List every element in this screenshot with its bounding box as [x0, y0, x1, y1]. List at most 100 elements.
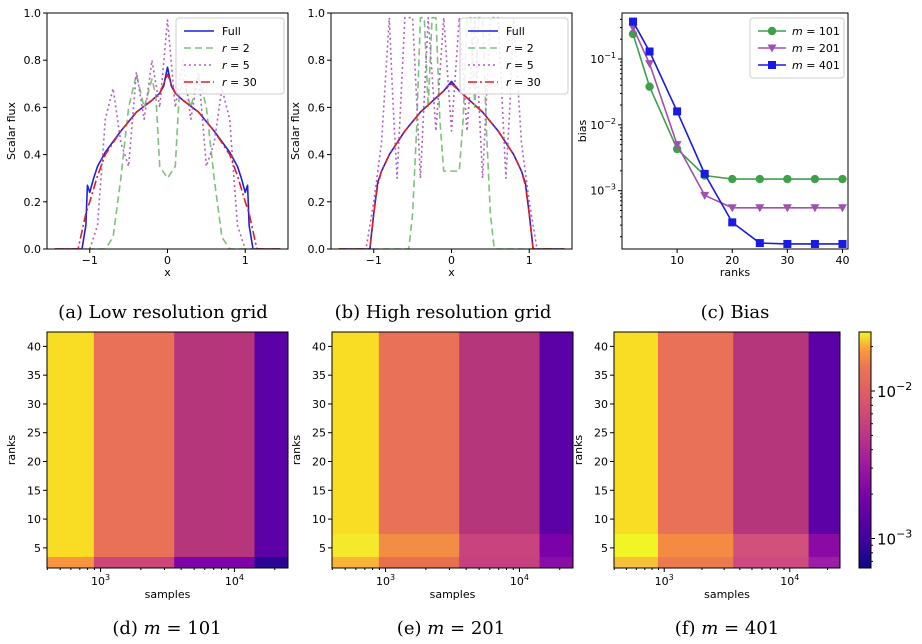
y-tick-label: 0.6 — [308, 101, 326, 114]
y-tick-label: 30 — [594, 398, 608, 411]
y-axis-label: ranks — [5, 435, 18, 466]
data-point — [767, 44, 777, 53]
axes-frame — [331, 331, 574, 569]
heatmap-cell — [254, 556, 289, 569]
y-tick-label: 5 — [601, 542, 608, 555]
y-tick-label: 15 — [312, 484, 326, 497]
x-axis-label: x — [164, 266, 171, 279]
heatmap-cell — [539, 556, 574, 569]
x-tick-label: 10 — [670, 254, 684, 267]
heatmap-cell — [332, 332, 380, 534]
y-tick-label: 40 — [594, 340, 608, 353]
y-tick-label: 25 — [27, 427, 41, 440]
data-point — [645, 47, 654, 56]
data-point — [783, 239, 792, 248]
axes-frame — [46, 331, 289, 569]
data-point — [672, 141, 682, 150]
x-tick-label: 104 — [780, 573, 799, 588]
data-point — [700, 169, 709, 178]
legend-label: r = 2 — [222, 42, 250, 55]
y-tick-label: 10 — [312, 513, 326, 526]
heatmap-cell — [332, 556, 380, 569]
y-tick-label: 5 — [34, 542, 41, 555]
heatmap-cell — [808, 533, 841, 557]
panel-a: 0.0 0.2 0.4 0.6 0.8 1.0 −1 0 1 x Scalar flux Full r … — [5, 7, 289, 323]
panel-d: 5 10 15 20 25 30 35 40 103 104 samples ranks (d) m =… — [5, 331, 289, 639]
data-point — [755, 174, 765, 184]
series-line — [54, 19, 281, 249]
data-point — [755, 204, 765, 213]
panel-b: 0.0 0.2 0.4 0.6 0.8 1.0 −1 0 1 x Scalar flux Full r … — [289, 7, 573, 323]
data-point — [768, 61, 776, 69]
axes-frame — [613, 331, 841, 569]
legend-label: r = 2 — [506, 42, 534, 55]
caption: (c) Bias — [701, 302, 770, 323]
caption: (f) m = 401 — [675, 618, 779, 639]
legend-label: Full — [506, 25, 525, 38]
y-tick-label: 0.4 — [308, 149, 326, 162]
x-tick-label: 104 — [510, 573, 529, 588]
heatmap-cell — [657, 533, 734, 557]
legend-label: m = 401 — [792, 59, 840, 72]
series-line — [338, 16, 565, 249]
heatmap-cell — [733, 332, 810, 534]
data-point — [767, 26, 777, 36]
x-tick-label: 20 — [725, 254, 739, 267]
heatmap-cell — [539, 332, 574, 534]
caption: (d) m = 101 — [112, 618, 221, 639]
y-axis-label: Scalar flux — [289, 102, 302, 160]
x-tick-label: 103 — [655, 573, 674, 588]
y-tick-label: 20 — [27, 456, 41, 469]
data-point — [728, 174, 737, 184]
heatmap-cell — [93, 332, 175, 557]
data-point — [645, 60, 655, 69]
heatmap-cell — [254, 332, 289, 557]
data-point — [645, 82, 654, 91]
y-tick-label: 10−1 — [590, 51, 616, 66]
y-tick-label: 1.0 — [24, 7, 42, 20]
y-tick-label: 0.0 — [308, 243, 326, 256]
heatmap-cell — [614, 533, 659, 557]
legend-box — [459, 17, 569, 95]
data-point — [673, 107, 682, 116]
x-axis-label: x — [448, 266, 455, 279]
heatmap-cell — [808, 332, 841, 534]
y-tick-label: 15 — [594, 484, 608, 497]
y-tick-label: 0.4 — [24, 149, 42, 162]
caption: (a) Low resolution grid — [58, 302, 268, 323]
axes-frame — [330, 12, 573, 250]
data-point — [810, 204, 820, 213]
caption: (e) m = 201 — [397, 618, 505, 639]
y-tick-label: 25 — [594, 427, 608, 440]
heatmap-cell — [614, 332, 659, 534]
heatmap-cell — [174, 332, 256, 557]
panel-e: 5 10 15 20 25 30 35 40 103 104 samples ranks (e) m =… — [290, 331, 574, 639]
heatmap-cell — [459, 556, 541, 569]
legend-label: Full — [222, 25, 241, 38]
y-axis-label: ranks — [572, 435, 585, 466]
y-tick-label: 30 — [27, 398, 41, 411]
y-tick-label: 30 — [312, 398, 326, 411]
colorbar-tick-label: 10−3 — [877, 528, 912, 549]
colorbar: 10−2 10−3 — [858, 331, 912, 569]
data-point — [782, 204, 792, 213]
x-axis-label: ranks — [720, 266, 751, 279]
series-line — [54, 66, 281, 249]
axes-frame — [621, 12, 849, 250]
heatmap-cell — [378, 533, 460, 557]
x-tick-label: 103 — [91, 573, 110, 588]
y-tick-label: 25 — [312, 427, 326, 440]
x-tick-label: −1 — [82, 254, 98, 267]
heatmap-cell — [378, 556, 460, 569]
y-tick-label: 10−2 — [590, 117, 616, 132]
data-point — [728, 218, 737, 227]
series-line — [54, 73, 281, 249]
legend-label: r = 5 — [506, 59, 534, 72]
x-tick-label: 0 — [448, 254, 455, 267]
y-tick-label: 10 — [594, 513, 608, 526]
heatmap-cell — [733, 556, 810, 569]
data-point — [700, 191, 710, 200]
y-tick-label: 10−3 — [590, 183, 616, 198]
data-point — [810, 174, 820, 184]
